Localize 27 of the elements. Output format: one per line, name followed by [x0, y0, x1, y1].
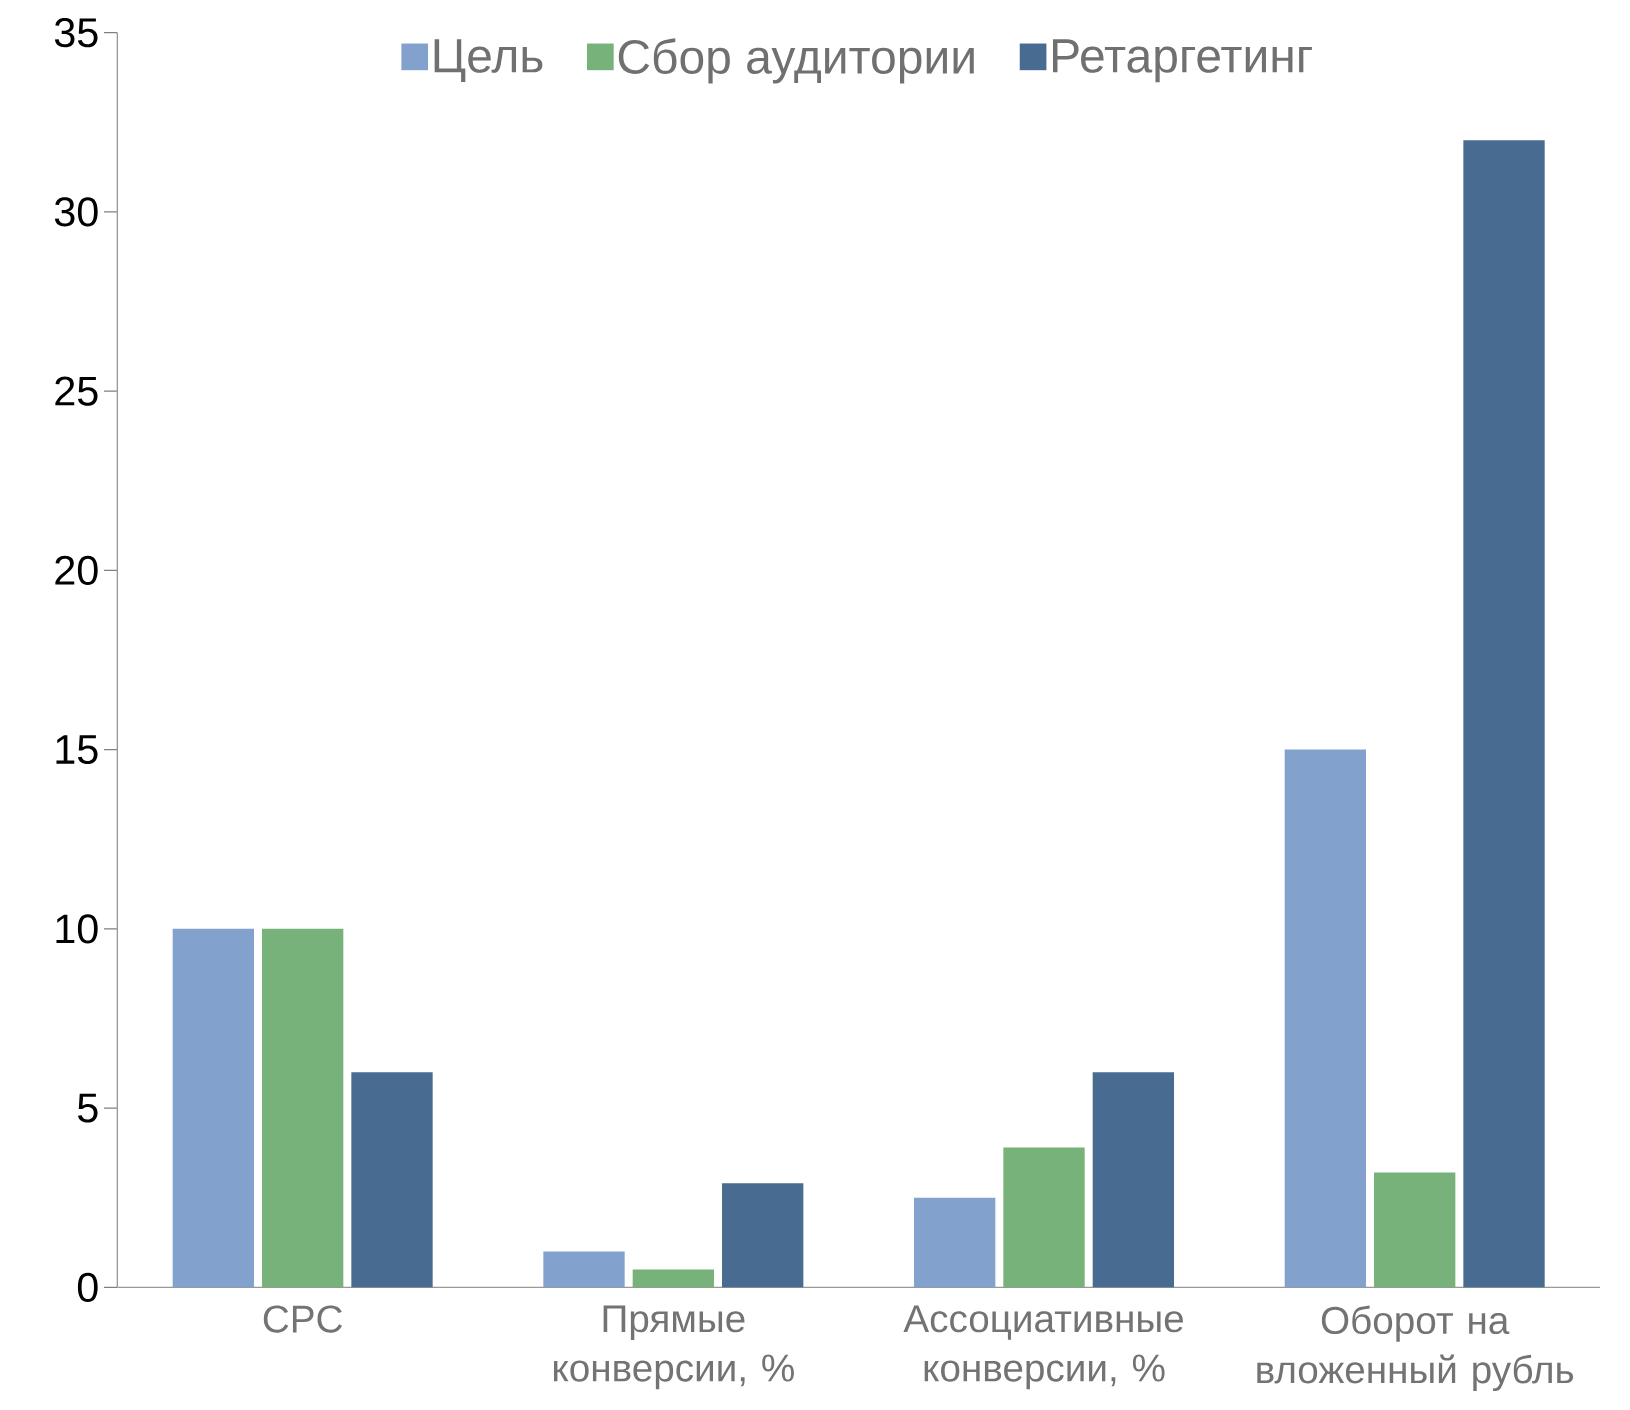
y-tick-label: 0: [77, 1272, 98, 1302]
bar: [1284, 749, 1367, 1288]
y-tick-label: 15: [56, 735, 98, 765]
x-tick-label: Оборот на вложенный рубль: [1257, 1305, 1574, 1392]
y-tick-label: 10: [56, 914, 98, 944]
y-tick-label: 35: [54, 18, 98, 48]
bar: [1003, 1147, 1085, 1288]
legend-label: Ретаргетинг: [1053, 39, 1312, 83]
bar: [1374, 1172, 1456, 1288]
bar: [262, 928, 344, 1288]
legend-label: Сбор аудитории: [618, 38, 974, 84]
bar: [914, 1197, 996, 1288]
x-tick-label: Прямые конверсии, %: [554, 1305, 794, 1390]
y-tick-label: 25: [55, 376, 98, 406]
bar: [172, 928, 254, 1288]
x-tick-label: CPC: [263, 1305, 343, 1333]
y-tick-label: 30: [54, 197, 98, 227]
bar: [1463, 140, 1545, 1288]
x-tick-label: Ассоциативные конверсии, %: [903, 1305, 1183, 1390]
y-tick-label: 5: [77, 1093, 98, 1123]
bar: [722, 1183, 804, 1288]
bar: [351, 1072, 433, 1288]
legend-label: Цель: [434, 39, 543, 82]
bar: [632, 1269, 715, 1288]
bar: [1092, 1072, 1175, 1288]
bar: [543, 1251, 625, 1288]
y-tick-label: 20: [55, 555, 98, 585]
